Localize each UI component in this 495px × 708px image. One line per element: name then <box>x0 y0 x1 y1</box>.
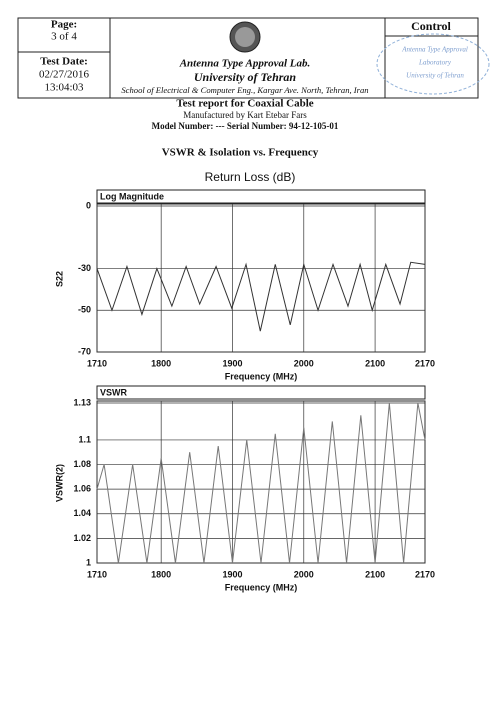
x-tick-label: 2100 <box>365 569 385 579</box>
x-tick-label: 2100 <box>365 358 385 368</box>
header-frame <box>17 17 479 99</box>
report-title: Test report for Coaxial Cable <box>176 98 313 110</box>
x-tick-label: 2000 <box>294 358 314 368</box>
test-time: 13:04:03 <box>44 82 84 94</box>
page-label: Page: <box>51 19 77 31</box>
chart-title-box <box>96 189 426 204</box>
data-line <box>96 261 426 332</box>
y-tick-label: -50 <box>78 305 91 315</box>
y-tick-label: 1.13 <box>73 397 91 407</box>
x-tick-label: 2170 <box>415 569 435 579</box>
stamp-text: Laboratory <box>418 59 452 67</box>
stamp: Antenna Type Approval Laboratory Univers… <box>376 33 490 95</box>
x-tick-label: 2170 <box>415 358 435 368</box>
x-tick-label: 1710 <box>87 358 107 368</box>
y-tick-label: 1.02 <box>73 533 91 543</box>
model-serial: Model Number: --- Serial Number: 94-12-1… <box>152 121 339 131</box>
y-tick-label: 1.1 <box>78 434 91 444</box>
y-tick-label: 1.04 <box>73 508 91 518</box>
x-tick-label: 1710 <box>87 569 107 579</box>
lab-name: Antenna Type Approval Lab. <box>179 58 311 70</box>
x-axis-label: Frequency (MHz) <box>225 371 298 381</box>
chart-title: VSWR <box>100 387 128 397</box>
data-line <box>96 402 426 564</box>
stamp-text: Antenna Type Approval <box>401 46 468 54</box>
stamp-text: University of Tehran <box>406 72 464 80</box>
y-tick-label: 1.08 <box>73 459 91 469</box>
test-date: 02/27/2016 <box>39 69 90 81</box>
section-title: VSWR & Isolation vs. Frequency <box>162 147 319 159</box>
address: School of Electrical & Computer Eng., Ka… <box>121 85 368 95</box>
y-tick-label: 0 <box>86 200 91 210</box>
emblem <box>229 21 261 53</box>
y-tick-label: -30 <box>78 263 91 273</box>
page-number: 3 of 4 <box>51 31 77 43</box>
x-tick-label: 1800 <box>151 358 171 368</box>
y-axis-label: S22 <box>54 271 64 287</box>
x-tick-label: 1900 <box>222 358 242 368</box>
date-label: Test Date: <box>40 56 88 68</box>
x-tick-label: 1900 <box>222 569 242 579</box>
chart-title-box <box>96 385 426 400</box>
manufacturer: Manufactured by Kart Etebar Fars <box>183 110 307 120</box>
y-tick-label: 1 <box>86 557 91 567</box>
x-axis-label: Frequency (MHz) <box>225 582 298 592</box>
y-tick-label: -70 <box>78 346 91 356</box>
y-tick-label: 1.06 <box>73 484 91 494</box>
control-label: Control <box>411 19 451 33</box>
chart-subtitle: Return Loss (dB) <box>205 170 296 184</box>
x-tick-label: 2000 <box>294 569 314 579</box>
university: University of Tehran <box>194 70 297 84</box>
chart-title: Log Magnitude <box>100 191 164 201</box>
x-tick-label: 1800 <box>151 569 171 579</box>
y-axis-label: VSWR(2) <box>54 464 64 502</box>
